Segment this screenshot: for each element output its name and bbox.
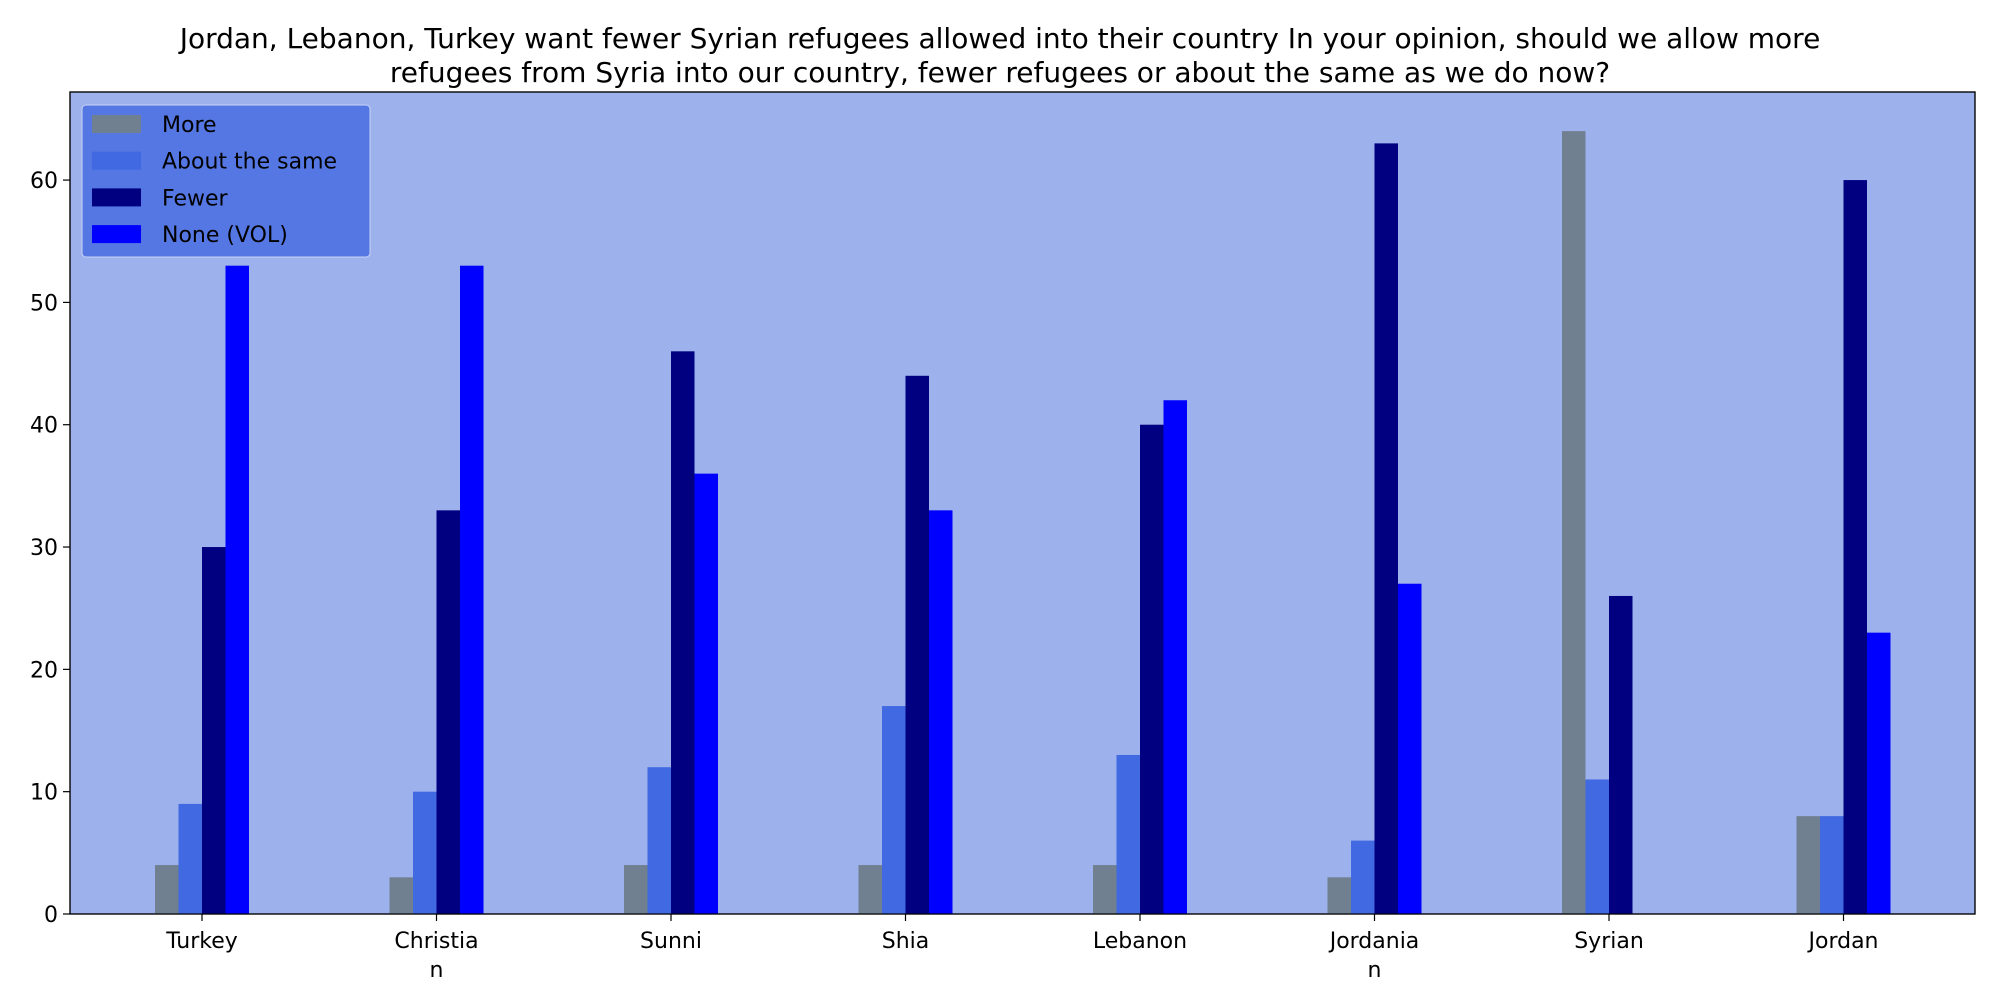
bar-about-the-same-0 [178, 803, 202, 914]
bar-about-the-same-3 [882, 706, 906, 914]
bar-about-the-same-4 [1116, 754, 1140, 914]
legend-label-3: None (VOL) [162, 223, 288, 248]
bar-none-vol-4 [1163, 400, 1187, 914]
bar-fewer-3 [905, 375, 929, 914]
y-tick-label-4: 40 [30, 414, 58, 439]
x-axis: Turkey Christia n Sunni Shia Lebanon Jordania n… [165, 914, 1879, 983]
bars [155, 131, 1891, 915]
y-tick-label-5: 50 [30, 291, 58, 316]
legend-swatch-1 [92, 151, 141, 170]
legend-label-2: Fewer [162, 186, 229, 211]
bar-fewer-1 [436, 510, 460, 914]
x-tick-label-1: Christia n [394, 929, 478, 983]
bar-more-4 [1093, 865, 1117, 914]
bar-more-3 [858, 865, 882, 914]
legend-box [81, 104, 371, 258]
bar-about-the-same-7 [1820, 816, 1844, 914]
bar-about-the-same-1 [413, 791, 437, 914]
bar-about-the-same-2 [647, 767, 671, 914]
y-axis: 0 10 20 30 40 50 60 [30, 169, 70, 928]
x-tick-label-2: Sunni [640, 929, 702, 954]
plot-area [69, 91, 1976, 915]
bar-fewer-5 [1374, 143, 1398, 915]
legend-label-1: About the same [162, 150, 337, 175]
legend-swatch-3 [92, 225, 141, 244]
bar-fewer-7 [1843, 180, 1867, 914]
bar-about-the-same-5 [1351, 840, 1375, 914]
bar-fewer-4 [1140, 424, 1164, 914]
bar-none-vol-0 [225, 265, 249, 914]
bar-more-5 [1327, 877, 1351, 914]
y-tick-label-3: 30 [30, 536, 58, 561]
bar-none-vol-7 [1867, 632, 1891, 914]
legend-swatch-0 [92, 115, 141, 133]
y-tick-label-6: 60 [30, 169, 58, 194]
y-tick-label-2: 20 [30, 658, 58, 683]
x-tick-label-0: Turkey [165, 929, 238, 954]
legend-label-0: More [162, 113, 217, 138]
x-tick-label-6: Syrian [1574, 929, 1644, 954]
x-tick-label-4: Lebanon [1093, 929, 1187, 954]
bar-none-vol-3 [929, 510, 953, 914]
x-tick-label-7: Jordan [1807, 929, 1879, 954]
chart-title-line-1: Jordan, Lebanon, Turkey want fewer Syria… [178, 22, 1821, 55]
bar-fewer-2 [671, 351, 695, 914]
x-tick-label-3: Shia [882, 929, 930, 954]
bar-none-vol-2 [694, 473, 718, 914]
bar-none-vol-1 [460, 265, 484, 914]
bar-more-7 [1796, 816, 1820, 914]
bar-more-1 [389, 877, 413, 914]
bar-about-the-same-6 [1585, 779, 1609, 914]
chart-title-line-2: refugees from Syria into our country, fe… [390, 56, 1610, 89]
legend: More About the same Fewer None (VOL) [81, 104, 371, 258]
chart-title: Jordan, Lebanon, Turkey want fewer Syria… [178, 22, 1821, 89]
bar-more-0 [155, 865, 179, 914]
bar-more-2 [624, 865, 648, 914]
plot-frame [69, 91, 1976, 915]
x-tick-label-5: Jordania n [1328, 929, 1420, 983]
bar-more-6 [1562, 131, 1586, 914]
bar-fewer-0 [202, 547, 226, 914]
bar-none-vol-5 [1398, 583, 1422, 914]
bar-fewer-6 [1609, 595, 1633, 914]
y-tick-label-1: 10 [30, 781, 58, 806]
y-tick-label-0: 0 [44, 903, 58, 928]
legend-swatch-2 [92, 188, 141, 207]
